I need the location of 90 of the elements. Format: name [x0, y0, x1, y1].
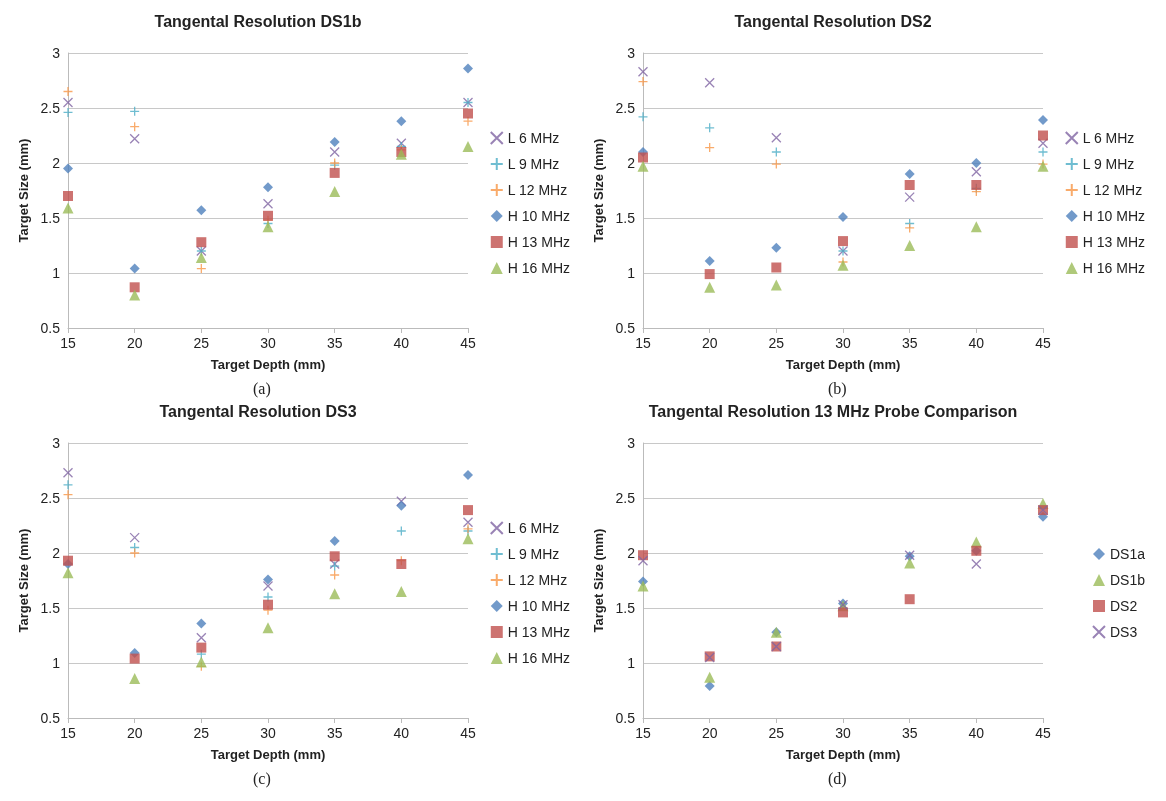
text: (b): [828, 379, 847, 398]
x-tick-label: 40: [968, 335, 985, 351]
legend-label: H 13 MHz: [507, 624, 570, 640]
legend-label: H 10 MHz: [507, 208, 570, 224]
chart-title: Tangental Resolution DS2: [734, 12, 932, 30]
y-tick-label: 2.5: [40, 490, 61, 506]
y-tick-label: 2: [52, 155, 61, 171]
text: (a): [253, 379, 271, 398]
x-tick-label: 45: [460, 725, 476, 741]
y-axis-title: Target Size (mm): [15, 138, 31, 243]
y-tick-label: 3: [627, 45, 636, 61]
y-tick-label: 2.5: [615, 100, 636, 116]
legend-label: DS1a: [1109, 546, 1146, 562]
x-tick-label: 30: [835, 335, 851, 351]
legend-label: H 16 MHz: [1082, 260, 1145, 276]
x-tick-label: 25: [768, 725, 785, 741]
x-tick-label: 30: [260, 335, 276, 351]
y-tick-label: 2: [52, 545, 61, 561]
y-tick-label: 2: [627, 545, 636, 561]
y-tick-label: 0.5: [615, 320, 636, 336]
legend-label: H 13 MHz: [507, 234, 570, 250]
x-tick-label: 35: [326, 725, 343, 741]
x-tick-label: 35: [326, 335, 343, 351]
y-tick-label: 3: [627, 435, 636, 451]
legend-label: L 9 MHz: [1082, 156, 1135, 172]
x-tick-label: 15: [635, 725, 651, 741]
legend-label: L 6 MHz: [1082, 130, 1135, 146]
y-tick-label: 1: [52, 265, 61, 281]
legend-label: L 9 MHz: [507, 156, 560, 172]
chart-title: Tangental Resolution DS3: [159, 402, 357, 420]
text: (d): [828, 769, 847, 788]
x-tick-label: 20: [701, 335, 718, 351]
y-tick-label: 1.5: [40, 600, 61, 616]
x-tick-label: 35: [901, 335, 918, 351]
x-tick-label: 25: [193, 725, 210, 741]
x-tick-label: 15: [60, 725, 76, 741]
x-axis-title: Target Depth (mm): [210, 357, 326, 372]
legend-label: L 6 MHz: [507, 130, 560, 146]
y-tick-label: 0.5: [615, 710, 636, 726]
y-tick-label: 1.5: [615, 210, 636, 226]
x-tick-label: 15: [60, 335, 76, 351]
y-tick-label: 2: [627, 155, 636, 171]
y-tick-label: 1.5: [40, 210, 61, 226]
legend-label: H 10 MHz: [1082, 208, 1145, 224]
legend-label: L 12 MHz: [507, 182, 568, 198]
x-axis-title: Target Depth (mm): [785, 747, 901, 762]
y-tick-label: 1.5: [615, 600, 636, 616]
legend-label: L 12 MHz: [1082, 182, 1143, 198]
x-tick-label: 30: [835, 725, 851, 741]
x-tick-label: 45: [1035, 725, 1051, 741]
y-tick-label: 2.5: [40, 100, 61, 116]
y-tick-label: 1: [627, 265, 636, 281]
x-tick-label: 40: [393, 725, 410, 741]
y-tick-label: 0.5: [40, 320, 61, 336]
x-tick-label: 40: [968, 725, 985, 741]
legend-label: DS1b: [1109, 572, 1146, 588]
x-axis-title: Target Depth (mm): [210, 747, 326, 762]
y-axis-title: Target Size (mm): [15, 528, 31, 633]
x-tick-label: 35: [901, 725, 918, 741]
legend-label: L 9 MHz: [507, 546, 560, 562]
x-tick-label: 15: [635, 335, 651, 351]
y-tick-label: 3: [52, 45, 61, 61]
legend-label: DS2: [1109, 598, 1138, 614]
legend-label: H 10 MHz: [507, 598, 570, 614]
legend-label: H 16 MHz: [507, 260, 570, 276]
legend-label: DS3: [1109, 624, 1138, 640]
x-tick-label: 45: [1035, 335, 1051, 351]
x-tick-label: 40: [393, 335, 410, 351]
legend-label: H 13 MHz: [1082, 234, 1145, 250]
x-axis-title: Target Depth (mm): [785, 357, 901, 372]
x-tick-label: 30: [260, 725, 276, 741]
text: (c): [253, 769, 271, 788]
x-tick-label: 20: [126, 725, 143, 741]
y-tick-label: 2.5: [615, 490, 636, 506]
x-tick-label: 25: [768, 335, 785, 351]
x-tick-label: 25: [193, 335, 210, 351]
chart-title: Tangental Resolution 13 MHz Probe Comparison: [648, 402, 1018, 420]
legend-label: L 6 MHz: [507, 520, 560, 536]
y-tick-label: 1: [627, 655, 636, 671]
x-tick-label: 45: [460, 335, 476, 351]
y-tick-label: 0.5: [40, 710, 61, 726]
x-tick-label: 20: [126, 335, 143, 351]
legend-label: H 16 MHz: [507, 650, 570, 666]
legend-label: L 12 MHz: [507, 572, 568, 588]
x-tick-label: 20: [701, 725, 718, 741]
y-tick-label: 3: [52, 435, 61, 451]
y-axis-title: Target Size (mm): [590, 138, 606, 243]
y-axis-title: Target Size (mm): [590, 528, 606, 633]
chart-title: Tangental Resolution DS1b: [154, 12, 362, 30]
y-tick-label: 1: [52, 655, 61, 671]
